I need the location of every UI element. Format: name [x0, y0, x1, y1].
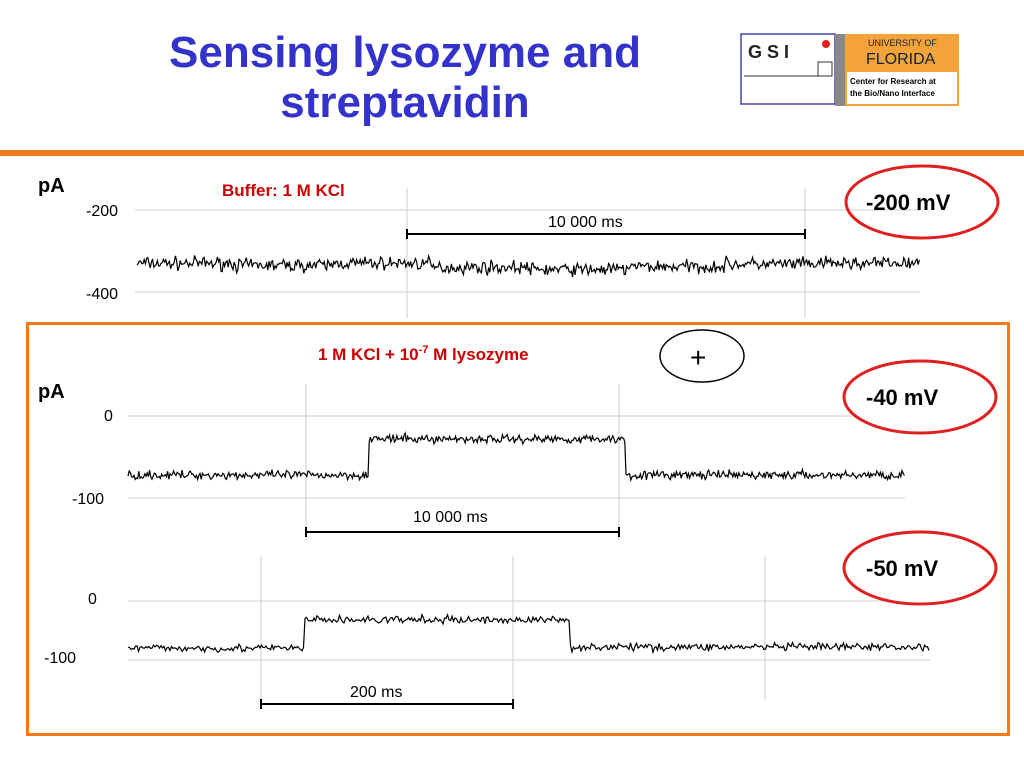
lysozyme-current-trace [127, 431, 905, 483]
buffer-current-trace [136, 253, 920, 278]
lysozyme-panel: 1 M KCl + 10-7 M lysozyme + pA 0 -100 10… [38, 329, 998, 540]
gsi-logo-text: G S I [748, 42, 789, 62]
buffer-ylabel: pA [38, 175, 65, 197]
lysozyme-fast-panel: 0 -100 200 ms -50 mV [44, 530, 998, 709]
voltage-ellipse-1 [844, 164, 1000, 240]
uf-line-2: FLORIDA [866, 51, 936, 68]
buffer-panel: pA Buffer: 1 M KCl -200 -400 10 000 ms -… [38, 164, 1000, 318]
slide-title: Sensing lysozyme and streptavidin [60, 28, 750, 128]
lysozyme-ylabel: pA [38, 381, 65, 403]
plus-symbol: + [690, 342, 706, 373]
fast-voltage: -50 mV [866, 556, 938, 581]
plus-ellipse [659, 329, 745, 383]
fast-ytick-2: -100 [44, 650, 76, 667]
buffer-voltage: -200 mV [866, 190, 951, 215]
lyso-voltage: -40 mV [866, 385, 938, 410]
fast-scale-label: 200 ms [350, 684, 402, 701]
header-rule [0, 150, 1024, 156]
buffer-condition: Buffer: 1 M KCl [222, 181, 345, 200]
institution-logo: G S I UNIVERSITY OF FLORIDA Center for R… [740, 33, 959, 106]
fast-current-trace [127, 612, 930, 655]
title-line-1: Sensing lysozyme and [169, 28, 641, 77]
voltage-ellipse-2 [842, 359, 998, 435]
title-line-2: streptavidin [280, 78, 530, 127]
voltage-ellipse-3 [842, 530, 998, 606]
buffer-scale-label: 10 000 ms [548, 214, 623, 231]
lysozyme-panel-frame [26, 322, 1010, 736]
center-line-2: the Bio/Nano Interface [850, 89, 935, 98]
lyso-scale-label: 10 000 ms [413, 509, 488, 526]
lysozyme-condition: 1 M KCl + 10-7 M lysozyme [318, 344, 529, 364]
fast-ytick-1: 0 [88, 591, 97, 608]
uf-line-1: UNIVERSITY OF [868, 38, 937, 48]
center-line-1: Center for Research at [850, 77, 936, 86]
lyso-ytick-1: 0 [104, 408, 113, 425]
buffer-ytick-1: -200 [86, 203, 118, 220]
lyso-ytick-2: -100 [72, 491, 104, 508]
buffer-ytick-2: -400 [86, 286, 118, 303]
